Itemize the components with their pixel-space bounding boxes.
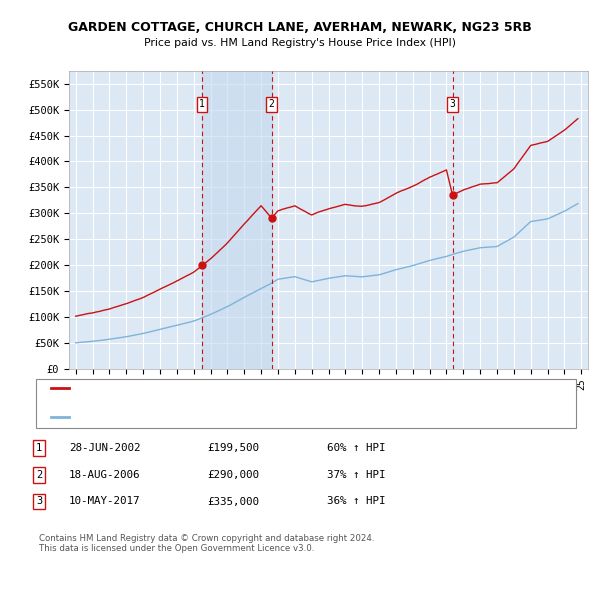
Text: 3: 3: [449, 100, 455, 110]
Text: 2: 2: [36, 470, 42, 480]
Text: 28-JUN-2002: 28-JUN-2002: [69, 444, 140, 453]
Text: 1: 1: [199, 100, 205, 110]
Text: 36% ↑ HPI: 36% ↑ HPI: [327, 497, 386, 506]
Text: 18-AUG-2006: 18-AUG-2006: [69, 470, 140, 480]
Text: Price paid vs. HM Land Registry's House Price Index (HPI): Price paid vs. HM Land Registry's House …: [144, 38, 456, 48]
Text: 10-MAY-2017: 10-MAY-2017: [69, 497, 140, 506]
Text: £290,000: £290,000: [207, 470, 259, 480]
Text: GARDEN COTTAGE, CHURCH LANE, AVERHAM, NEWARK, NG23 5RB: GARDEN COTTAGE, CHURCH LANE, AVERHAM, NE…: [68, 21, 532, 34]
Text: 1: 1: [36, 444, 42, 453]
Text: £335,000: £335,000: [207, 497, 259, 506]
Text: 3: 3: [36, 497, 42, 506]
Bar: [202, 71, 272, 369]
Text: 2: 2: [269, 100, 274, 110]
Text: HPI: Average price, detached house, Newark and Sherwood: HPI: Average price, detached house, Newa…: [72, 412, 388, 421]
Text: 37% ↑ HPI: 37% ↑ HPI: [327, 470, 386, 480]
Text: GARDEN COTTAGE, CHURCH LANE, AVERHAM, NEWARK, NG23 5RB (detached house): GARDEN COTTAGE, CHURCH LANE, AVERHAM, NE…: [72, 384, 480, 393]
Text: Contains HM Land Registry data © Crown copyright and database right 2024.
This d: Contains HM Land Registry data © Crown c…: [39, 534, 374, 553]
Text: £199,500: £199,500: [207, 444, 259, 453]
Text: 60% ↑ HPI: 60% ↑ HPI: [327, 444, 386, 453]
